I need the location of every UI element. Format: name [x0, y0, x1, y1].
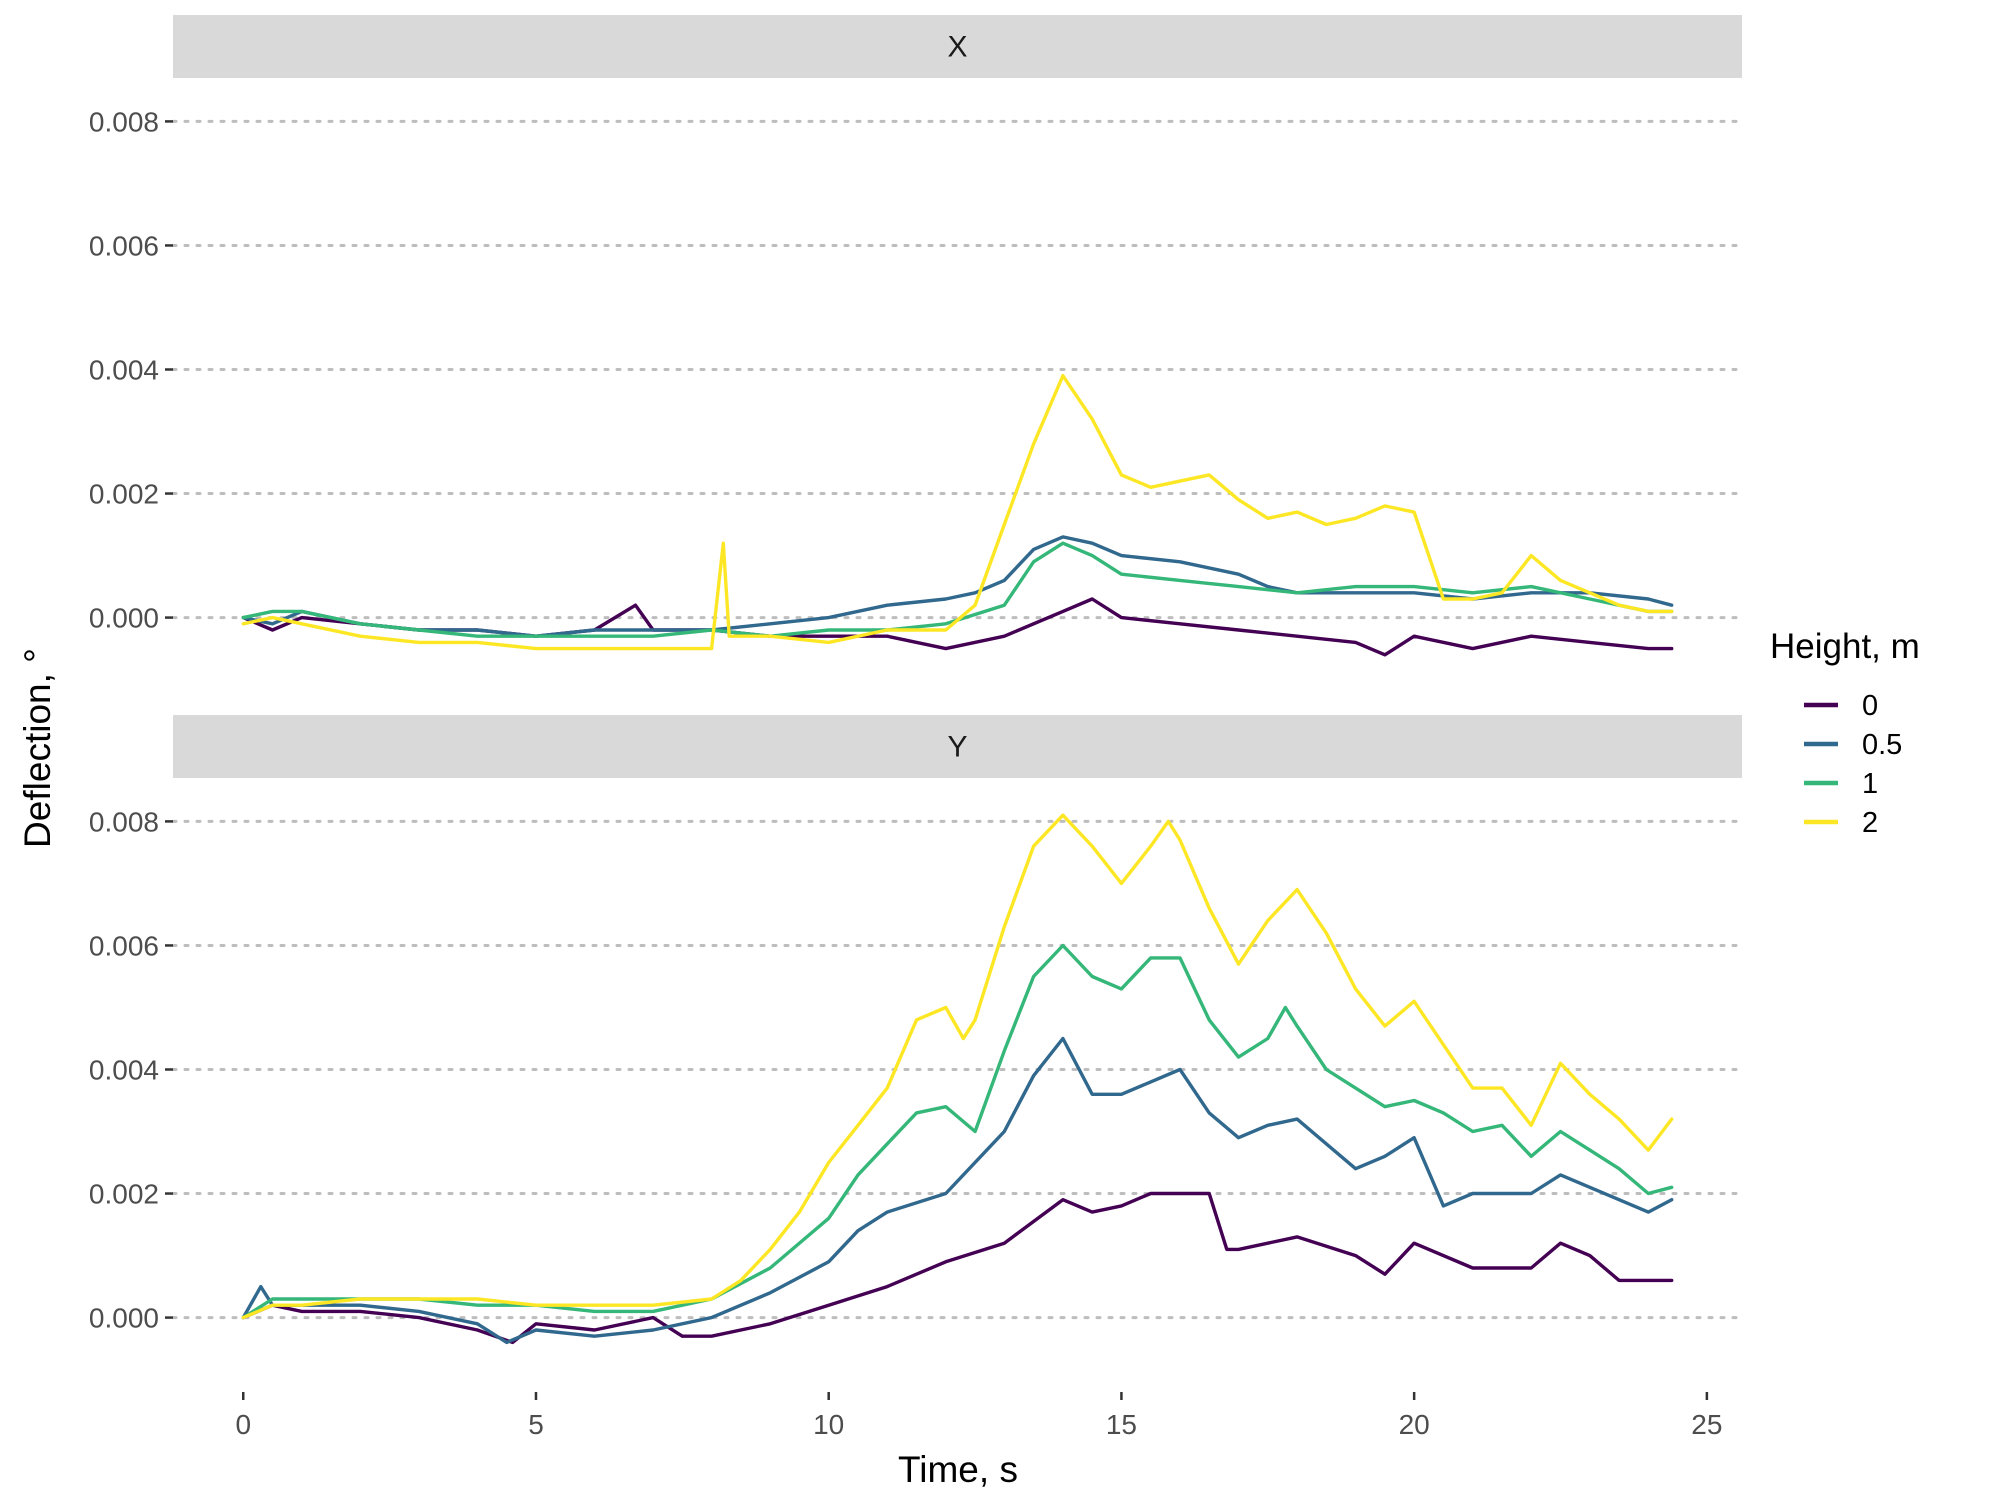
series-line-height-0-5: [241, 1036, 1674, 1345]
x-tick-label: 0: [235, 1409, 251, 1440]
y-tick-label: 0.008: [89, 806, 159, 837]
x-tick-label: 20: [1399, 1409, 1430, 1440]
y-tick-label: 0.004: [89, 1054, 159, 1085]
legend-key-label: 2: [1862, 807, 1878, 839]
series-line-height-0: [241, 597, 1674, 657]
x-tick-label: 25: [1691, 1409, 1722, 1440]
panel-y: Y 0.000 0.002 0.004 0.006 0.008: [89, 715, 1744, 1345]
legend: Height, m 0 0.5 1 2: [1770, 627, 1920, 839]
panels-layer: X 0.000 0.002 0.004 0.006 0.008 Y 0.000 0.002 0.0…: [89, 15, 1744, 1345]
y-axis-title: Deflection, °: [17, 648, 58, 848]
x-tick-label: 15: [1106, 1409, 1137, 1440]
series-line-height-0-5: [241, 535, 1674, 638]
series-line-height-0: [241, 1191, 1674, 1345]
y-tick-label: 0.006: [89, 930, 159, 961]
x-axis-title: Time, s: [898, 1449, 1018, 1490]
y-tick-label: 0.000: [89, 603, 159, 634]
x-tick-label: 5: [528, 1409, 544, 1440]
x-axis: 0 5 10 15 20 25: [235, 1392, 1722, 1440]
legend-title: Height, m: [1770, 627, 1920, 666]
y-tick-label: 0.004: [89, 354, 159, 385]
y-tick-label: 0.002: [89, 479, 159, 510]
series-line-height-1: [241, 541, 1674, 638]
facet-strip-label: X: [947, 31, 967, 64]
legend-key-label: 1: [1862, 768, 1878, 800]
legend-keys: 0 0.5 1 2: [1804, 690, 1902, 839]
series-line-height-1: [241, 943, 1674, 1320]
y-tick-label: 0.008: [89, 106, 159, 137]
series-line-height-2: [241, 813, 1674, 1320]
legend-key-label: 0.5: [1862, 729, 1902, 761]
panel-x: X 0.000 0.002 0.004 0.006 0.008: [89, 15, 1744, 657]
x-tick-label: 10: [813, 1409, 844, 1440]
y-tick-label: 0.000: [89, 1303, 159, 1334]
facet-strip: [173, 715, 1742, 778]
legend-key-label: 0: [1862, 690, 1878, 722]
facet-strip: [173, 15, 1742, 78]
series-line-height-2: [241, 374, 1674, 651]
y-tick-label: 0.002: [89, 1179, 159, 1210]
facet-strip-label: Y: [947, 731, 967, 764]
y-tick-label: 0.006: [89, 230, 159, 261]
